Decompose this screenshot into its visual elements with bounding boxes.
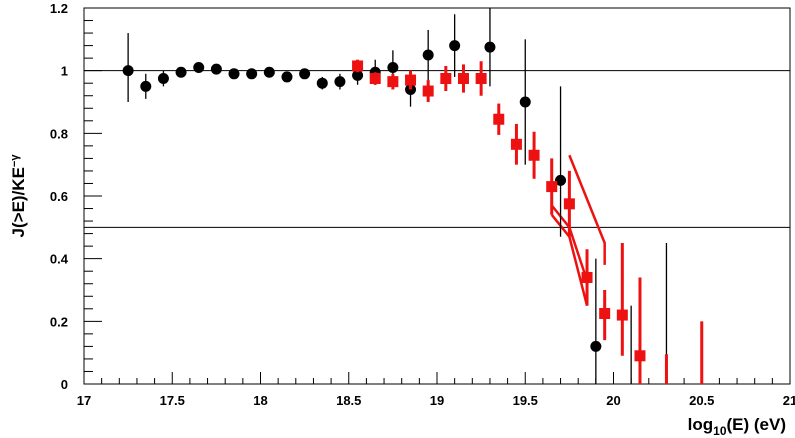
data-point-circle — [449, 40, 461, 52]
y-tick-label: 1.2 — [50, 1, 68, 16]
data-point-circle — [519, 96, 531, 108]
x-tick-label: 21 — [783, 393, 795, 408]
x-tick-labels: 17 17.5 18 18.5 19 19.5 20 20.5 21 — [77, 393, 795, 408]
data-point-square — [546, 181, 558, 193]
data-point-square — [599, 308, 611, 319]
data-point-circle — [228, 68, 240, 80]
y-tick-label: 0.2 — [50, 314, 68, 329]
x-tick-label: 17.5 — [160, 393, 185, 408]
data-point-square — [634, 350, 646, 362]
data-point-circle — [590, 340, 602, 352]
data-point-circle — [316, 77, 328, 89]
y-tick-label: 0.4 — [50, 252, 69, 267]
data-point-square — [369, 73, 381, 84]
data-point-square — [493, 113, 505, 125]
data-point-circle — [246, 68, 258, 80]
x-tick-label: 19.5 — [513, 393, 538, 408]
data-point-square — [563, 198, 575, 210]
data-point-circle — [263, 66, 275, 78]
data-point-circle — [484, 41, 496, 53]
x-tick-label: 20.5 — [689, 393, 714, 408]
data-point-circle — [422, 49, 434, 61]
data-point-circle — [140, 80, 152, 92]
data-point-circle — [210, 63, 222, 75]
data-point-circle — [281, 71, 293, 83]
data-point-circle — [299, 68, 311, 80]
x-tick-label: 20 — [606, 393, 620, 408]
data-point-circle — [555, 174, 567, 186]
data-point-square — [457, 73, 469, 84]
data-point-square — [352, 60, 364, 72]
data-point-square — [387, 76, 399, 88]
y-tick-label: 1 — [61, 64, 68, 79]
plot-frame — [83, 7, 791, 385]
axis-ticks — [83, 7, 791, 385]
data-point-square — [422, 85, 434, 97]
data-point-square — [510, 138, 522, 150]
data-point-circle — [193, 62, 205, 74]
x-axis-title: log10(E) (eV) — [688, 415, 786, 438]
x-tick-label: 18.5 — [336, 393, 361, 408]
x-tick-label: 19 — [430, 393, 444, 408]
data-point-square — [528, 149, 540, 161]
error-band-line — [568, 154, 606, 265]
data-point-square — [581, 271, 593, 283]
data-point-square — [475, 73, 487, 84]
data-point-circle — [175, 66, 187, 78]
data-point-square — [405, 74, 417, 86]
data-point-circle — [387, 62, 399, 74]
data-point-circle — [157, 73, 169, 84]
data-point-circle — [334, 76, 346, 88]
y-tick-label: 0 — [61, 377, 68, 392]
x-tick-label: 18 — [253, 393, 267, 408]
y-tick-label: 0.6 — [50, 189, 68, 204]
y-tick-label: 0.8 — [50, 126, 68, 141]
y-axis-title: J(>E)/KE−γ — [9, 154, 28, 238]
x-tick-label: 17 — [77, 393, 91, 408]
y-tick-labels: 0 0.2 0.4 0.6 0.8 1 1.2 — [50, 1, 69, 392]
data-point-circle — [352, 69, 364, 81]
data-marks — [122, 8, 704, 384]
data-point-circle — [122, 65, 134, 77]
data-point-square — [616, 309, 628, 321]
reference-lines — [84, 70, 790, 228]
data-point-square — [440, 73, 452, 84]
